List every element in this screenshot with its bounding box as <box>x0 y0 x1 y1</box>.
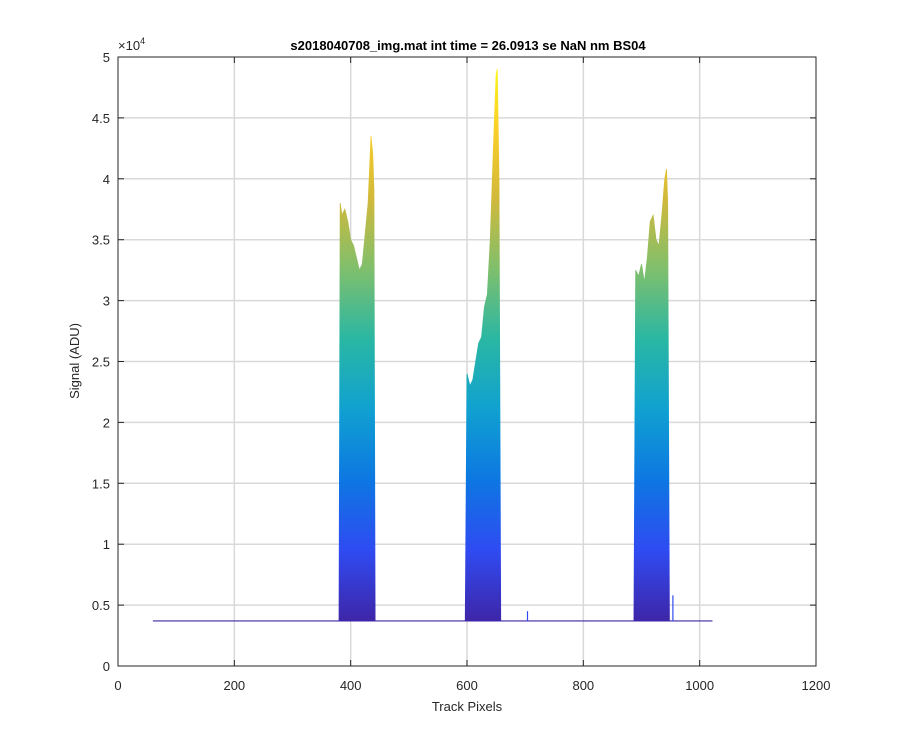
x-tick-label: 600 <box>456 678 478 693</box>
series <box>152 69 713 622</box>
x-tick-label: 0 <box>114 678 121 693</box>
x-axis-title: Track Pixels <box>432 699 503 714</box>
y-exponent-label: ×104 <box>118 36 145 53</box>
y-tick-label: 2 <box>103 415 110 430</box>
x-tick-label: 1000 <box>685 678 714 693</box>
y-tick-label: 2.5 <box>92 355 110 370</box>
y-tick-label: 1 <box>103 537 110 552</box>
grid <box>118 57 816 666</box>
x-tick-label: 1200 <box>802 678 831 693</box>
peak-3 <box>633 168 670 622</box>
y-tick-label: 1.5 <box>92 476 110 491</box>
peak-1 <box>338 136 376 622</box>
chart-title: s2018040708_img.mat int time = 26.0913 s… <box>290 38 646 53</box>
x-tick-label: 200 <box>223 678 245 693</box>
y-tick-label: 3.5 <box>92 233 110 248</box>
x-tick-label: 800 <box>572 678 594 693</box>
y-exponent-power: 4 <box>140 36 145 46</box>
y-tick-label: 0.5 <box>92 598 110 613</box>
y-tick-label: 5 <box>103 50 110 65</box>
y-axis-title: Signal (ADU) <box>67 323 82 399</box>
tick-labels: 0 200 400 600 800 1000 1200 0 0.5 1 1.5 2 2.5 3 3.5 4 4.… <box>92 50 831 693</box>
y-tick-label: 4.5 <box>92 111 110 126</box>
y-tick-label: 3 <box>103 294 110 309</box>
y-tick-label: 0 <box>103 659 110 674</box>
ticks <box>117 56 817 667</box>
y-tick-label: 4 <box>103 172 110 187</box>
peak-2 <box>464 69 502 622</box>
x-tick-label: 400 <box>340 678 362 693</box>
